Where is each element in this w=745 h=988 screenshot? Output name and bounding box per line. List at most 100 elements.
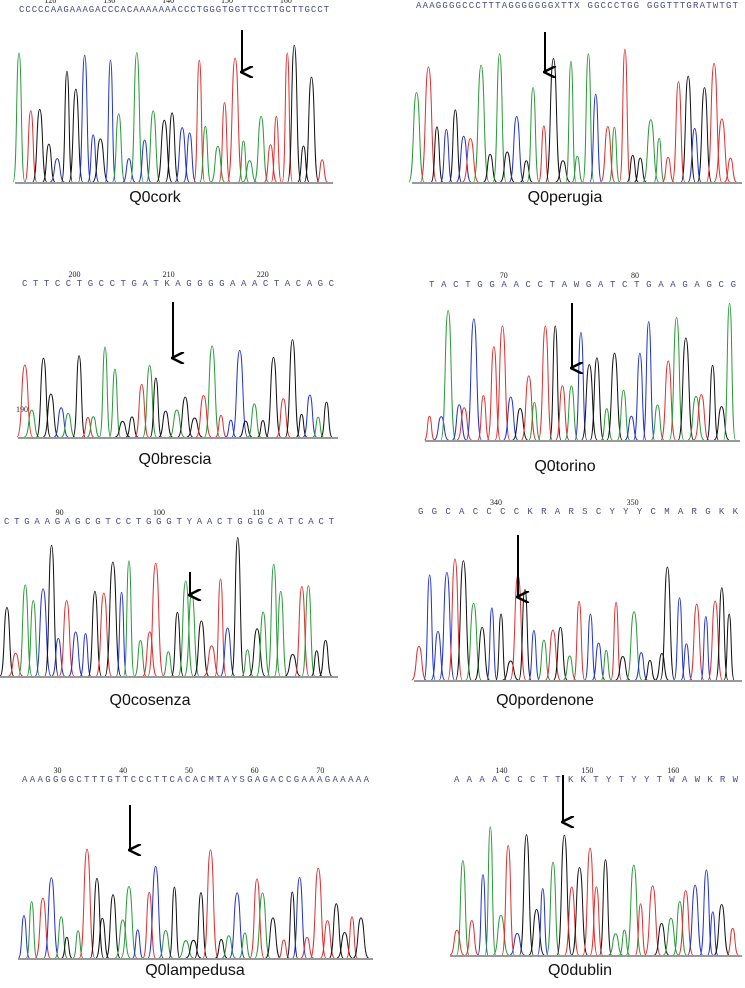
trace-peak <box>563 655 577 681</box>
trace-peak <box>546 861 560 956</box>
base-position: 90 <box>56 508 64 517</box>
trace-peak <box>95 917 110 959</box>
trace-peak <box>336 932 353 959</box>
trace-peak <box>669 316 685 441</box>
trace-peak <box>158 930 174 959</box>
trace-peak <box>320 401 333 438</box>
base-position: 400 <box>626 0 638 1</box>
trace-peak <box>582 53 595 183</box>
trace-peak <box>78 54 92 183</box>
trace-peak <box>61 70 73 183</box>
panel-label: Q0perugia <box>528 189 603 206</box>
trace-peak <box>608 126 621 183</box>
trace-peak <box>589 93 602 183</box>
trace-peak <box>610 601 622 681</box>
trace-peak <box>300 936 314 959</box>
trace-peak <box>238 932 252 959</box>
trace-peak <box>204 345 221 438</box>
trace-peak <box>72 355 86 438</box>
sequence: TACTGGAACCTAWGATCTGAAGAGCG <box>429 280 736 290</box>
trace-peak <box>68 88 84 183</box>
trace-peak <box>520 375 537 441</box>
trace-peak <box>53 407 69 438</box>
trace-peak <box>723 157 738 183</box>
trace-peak <box>105 894 121 959</box>
trace-peak <box>634 652 648 681</box>
trace-peak <box>231 349 249 438</box>
sequence: AAAACCCTTKKTYTYYTWAWKRW <box>454 775 739 785</box>
trace-peak <box>518 589 532 681</box>
trace-peak <box>186 417 203 438</box>
trace-peak <box>142 365 157 438</box>
trace-peak <box>589 357 605 441</box>
trace-peak <box>310 867 327 959</box>
base-position: 200 <box>68 270 80 279</box>
chromatogram-panel: AAAGGGGCTTTGTTCCCTTCACACMTAYSGAGACCGAAAG… <box>18 766 373 979</box>
trace-peak <box>86 416 100 438</box>
trace-peak <box>465 318 482 441</box>
base-position: 150 <box>221 0 233 5</box>
trace-peak <box>104 561 122 677</box>
trace-peak <box>132 929 144 959</box>
trace-peak <box>177 940 194 959</box>
trace-peak <box>726 927 739 956</box>
trace-peak <box>114 420 131 438</box>
trace-peak <box>492 53 507 183</box>
trace-peak <box>194 892 208 959</box>
trace-peak <box>606 352 623 441</box>
trace-peak <box>122 158 136 183</box>
trace-peak <box>165 112 180 183</box>
base-position: 70 <box>500 271 508 280</box>
trace-peak <box>316 159 328 183</box>
trace-peak <box>149 377 163 438</box>
trace-peak <box>32 108 48 183</box>
trace-peak <box>248 628 266 677</box>
trace-peak <box>16 364 34 438</box>
panel-label: Q0dublin <box>548 962 612 979</box>
trace-peak <box>526 87 540 183</box>
trace-peak <box>312 416 324 438</box>
trace-peak <box>483 153 498 183</box>
trace-peak <box>249 878 265 959</box>
trace-peak <box>78 848 96 959</box>
trace-peak <box>574 332 588 441</box>
trace-peak <box>616 389 631 441</box>
sequence: GGCACCCCKRARSCYYYCMARGKK <box>418 507 739 517</box>
trace-peak <box>352 917 370 959</box>
trace-peak <box>273 590 288 677</box>
trace-peak <box>168 886 181 959</box>
trace-peak <box>680 643 693 681</box>
trace-peak <box>494 325 511 441</box>
base-position: 80 <box>631 271 639 280</box>
trace-peak <box>145 110 161 183</box>
trace-peak <box>626 154 639 183</box>
base-position: 410 <box>687 0 699 1</box>
trace-peak <box>147 562 164 677</box>
trace-peak <box>553 626 568 681</box>
trace-peak <box>318 639 333 677</box>
trace-peak <box>302 394 317 438</box>
trace-peak <box>295 413 308 438</box>
trace-peak <box>713 904 730 956</box>
trace-peak <box>503 396 519 441</box>
base-position: 50 <box>185 766 193 775</box>
base-position: 130 <box>103 0 115 5</box>
trace-peak <box>98 346 112 438</box>
base-position: 390 <box>565 0 577 1</box>
trace-peak <box>677 890 694 956</box>
panel-label: Q0cosenza <box>110 692 191 709</box>
trace-peak <box>18 584 33 677</box>
trace-peak <box>25 901 38 959</box>
trace-peak <box>440 310 457 441</box>
trace-peak <box>254 892 271 959</box>
trace-peak <box>214 578 227 677</box>
sequence: CCCCCAAGAAAGACCCACAAAAAAACCCTGGGTGGTTCCT… <box>19 5 330 15</box>
trace-peak <box>253 115 269 183</box>
trace-peak <box>408 91 425 183</box>
trace-peak <box>699 869 714 956</box>
trace-peak <box>455 560 472 681</box>
trace-peak <box>448 109 462 183</box>
trace-peak <box>659 566 675 681</box>
